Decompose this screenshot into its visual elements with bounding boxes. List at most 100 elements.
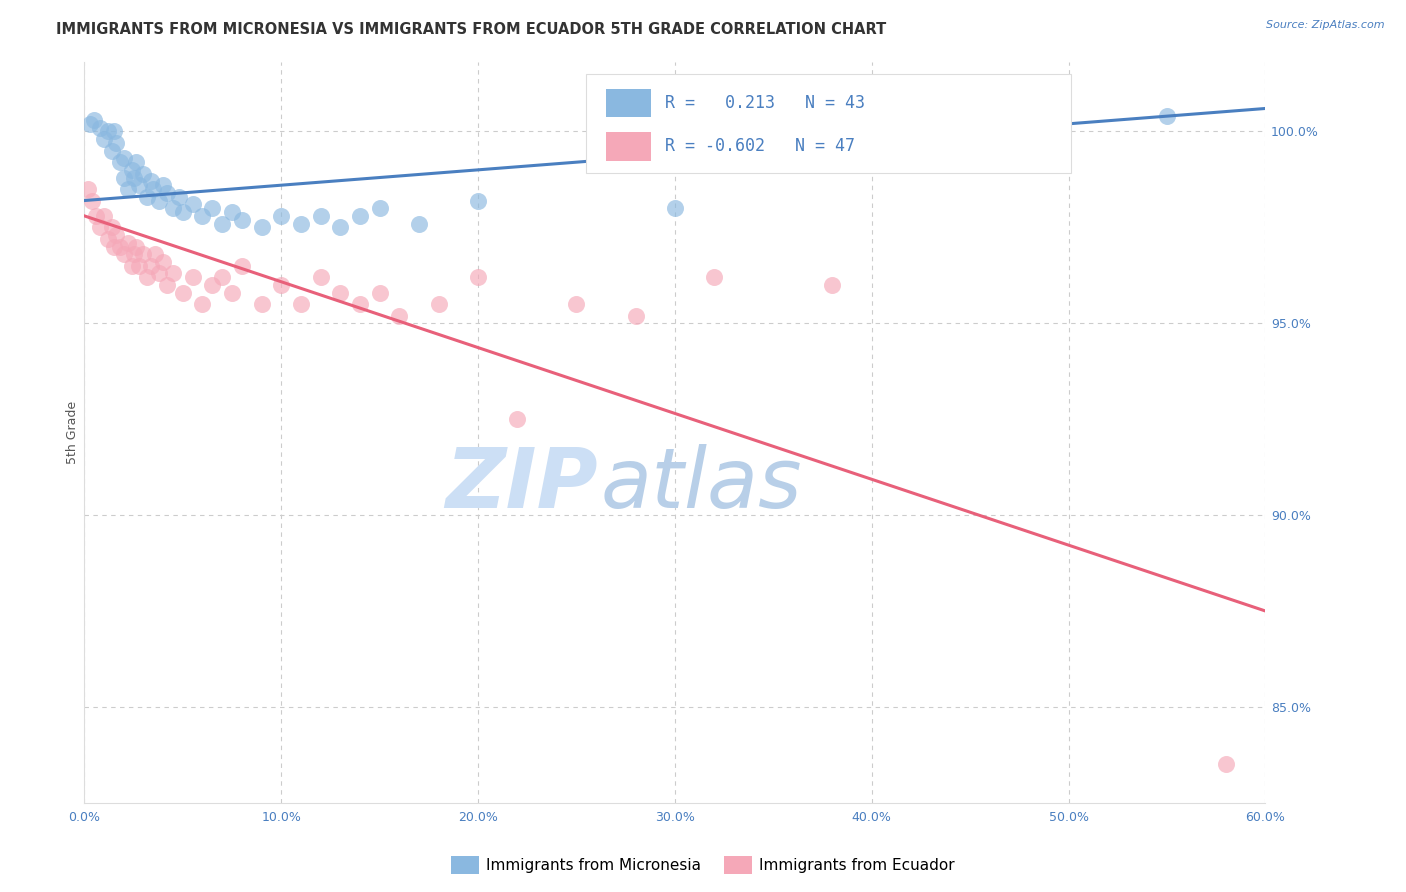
Point — [103, 239, 125, 253]
Point — [128, 178, 150, 193]
Point — [97, 232, 120, 246]
Point — [117, 182, 139, 196]
Point — [93, 132, 115, 146]
Point — [136, 190, 159, 204]
Point — [270, 277, 292, 292]
Point — [122, 170, 145, 185]
Point — [201, 201, 224, 215]
Point — [309, 270, 332, 285]
Point — [1215, 757, 1237, 772]
Point — [148, 267, 170, 281]
Point — [181, 270, 204, 285]
Point — [82, 194, 104, 208]
Point — [349, 297, 371, 311]
Point — [467, 270, 489, 285]
Point — [1156, 109, 1178, 123]
Point — [79, 117, 101, 131]
Point — [156, 186, 179, 200]
Point — [101, 144, 124, 158]
Point — [329, 220, 352, 235]
Point — [703, 270, 725, 285]
Point — [156, 277, 179, 292]
Point — [349, 209, 371, 223]
Point — [132, 167, 155, 181]
Point — [104, 228, 127, 243]
Point — [664, 201, 686, 215]
Point — [231, 212, 253, 227]
Legend: Immigrants from Micronesia, Immigrants from Ecuador: Immigrants from Micronesia, Immigrants f… — [444, 850, 962, 880]
Point — [104, 136, 127, 150]
FancyBboxPatch shape — [586, 73, 1070, 174]
Point — [565, 297, 588, 311]
Point — [408, 217, 430, 231]
Point — [427, 297, 450, 311]
Point — [112, 170, 135, 185]
Point — [141, 174, 163, 188]
Point — [101, 220, 124, 235]
Point — [84, 209, 107, 223]
Point — [201, 277, 224, 292]
Point — [191, 297, 214, 311]
Point — [467, 194, 489, 208]
Point — [624, 309, 647, 323]
Point — [191, 209, 214, 223]
Point — [821, 277, 844, 292]
Point — [211, 217, 233, 231]
Point — [143, 247, 166, 261]
Point — [290, 217, 312, 231]
Point — [97, 124, 120, 138]
Point — [124, 155, 146, 169]
Text: IMMIGRANTS FROM MICRONESIA VS IMMIGRANTS FROM ECUADOR 5TH GRADE CORRELATION CHAR: IMMIGRANTS FROM MICRONESIA VS IMMIGRANTS… — [56, 22, 887, 37]
Point — [270, 209, 292, 223]
Text: R = -0.602   N = 47: R = -0.602 N = 47 — [665, 137, 855, 155]
Point — [124, 239, 146, 253]
Point — [231, 259, 253, 273]
Text: ZIP: ZIP — [446, 444, 598, 525]
Point — [329, 285, 352, 300]
Point — [181, 197, 204, 211]
Point — [136, 270, 159, 285]
Point — [142, 182, 165, 196]
Point — [83, 113, 105, 128]
Point — [108, 239, 131, 253]
Text: R =   0.213   N = 43: R = 0.213 N = 43 — [665, 94, 866, 112]
Point — [117, 235, 139, 250]
Point — [250, 220, 273, 235]
Point — [221, 285, 243, 300]
Point — [368, 285, 391, 300]
Point — [108, 155, 131, 169]
Point — [152, 178, 174, 193]
Bar — [606, 89, 651, 117]
Bar — [606, 132, 651, 161]
Point — [141, 259, 163, 273]
Point — [128, 259, 150, 273]
Point — [103, 124, 125, 138]
Point — [121, 259, 143, 273]
Point — [122, 247, 145, 261]
Point — [309, 209, 332, 223]
Point — [172, 205, 194, 219]
Point — [250, 297, 273, 311]
Point — [388, 309, 411, 323]
Point — [132, 247, 155, 261]
Point — [112, 152, 135, 166]
Point — [506, 412, 529, 426]
Point — [89, 120, 111, 135]
Text: atlas: atlas — [600, 444, 801, 525]
Text: Source: ZipAtlas.com: Source: ZipAtlas.com — [1267, 20, 1385, 29]
Point — [290, 297, 312, 311]
Point — [112, 247, 135, 261]
Point — [148, 194, 170, 208]
Point — [172, 285, 194, 300]
Point — [167, 190, 190, 204]
Point — [121, 162, 143, 177]
Point — [221, 205, 243, 219]
Point — [368, 201, 391, 215]
Point — [162, 201, 184, 215]
Point — [211, 270, 233, 285]
Point — [77, 182, 100, 196]
Point — [89, 220, 111, 235]
Point — [152, 255, 174, 269]
Point — [162, 267, 184, 281]
Y-axis label: 5th Grade: 5th Grade — [66, 401, 79, 464]
